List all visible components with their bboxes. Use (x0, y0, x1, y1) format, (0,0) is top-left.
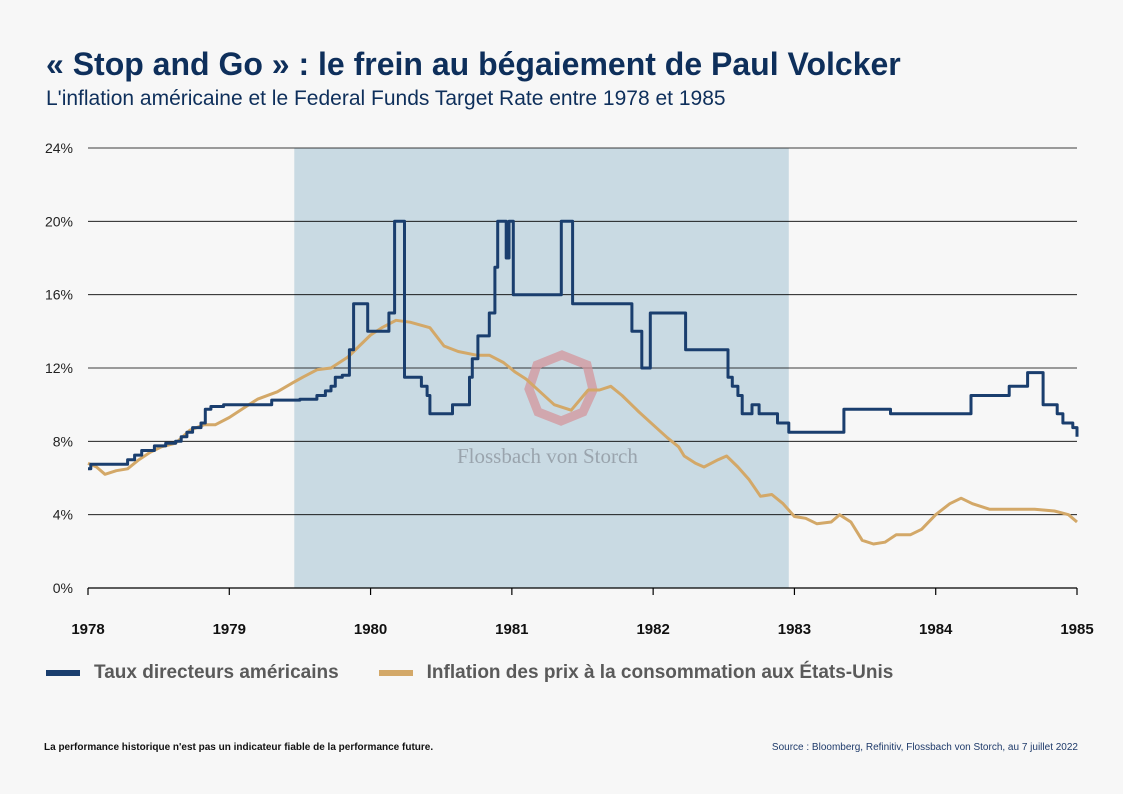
y-tick-label: 16% (45, 287, 73, 303)
series-layer (87, 219, 1079, 546)
y-tick-label: 20% (45, 213, 73, 229)
chart-title: « Stop and Go » : le frein au bégaiement… (46, 46, 901, 82)
legend-swatch-rate (46, 670, 80, 676)
legend-item-rate: Taux directeurs américains (46, 662, 339, 684)
series-line-inflation (87, 318, 1078, 546)
x-tick-label: 1983 (778, 621, 811, 638)
y-tick-label: 4% (53, 507, 73, 523)
y-tick-label: 24% (45, 140, 73, 156)
watermark-text: Flossbach von Storch (457, 444, 638, 468)
x-tick-label: 1980 (354, 621, 387, 638)
x-tick-label: 1984 (919, 621, 953, 638)
series-line-rate (88, 219, 1079, 471)
x-tick-label: 1979 (213, 621, 246, 638)
legend-label-cpi: Inflation des prix à la consommation aux… (426, 662, 894, 683)
legend: Taux directeurs américains Inflation des… (46, 660, 933, 686)
disclaimer: La performance historique n'est pas un i… (44, 742, 434, 753)
legend-swatch-cpi (378, 670, 413, 676)
legend-item-cpi: Inflation des prix à la consommation aux… (378, 662, 894, 684)
x-tick-label: 1978 (71, 621, 104, 638)
x-tick-label: 1981 (495, 621, 528, 638)
source-note: Source : Bloomberg, Refinitiv, Flossbach… (771, 742, 1078, 753)
legend-label-rate: Taux directeurs américains (94, 662, 339, 683)
y-tick-label: 8% (53, 433, 73, 449)
y-tick-label: 12% (45, 360, 73, 376)
watermark-mark (524, 350, 598, 426)
x-tick-label: 1985 (1060, 621, 1093, 638)
axes: 0% 4% 8% 12% 16% 20% 24% 1978 1979 1980 1981 1982 19… (45, 140, 1094, 638)
y-tick-label: 0% (53, 580, 73, 596)
chart-subtitle: L'inflation américaine et le Federal Fun… (46, 87, 726, 110)
x-tick-label: 1982 (636, 621, 669, 638)
